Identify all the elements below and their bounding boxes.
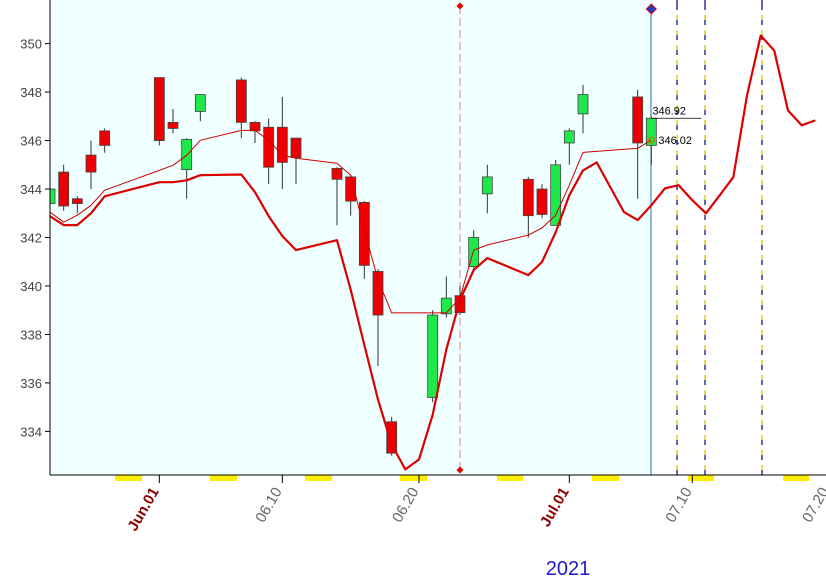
close-label: 346.92 bbox=[652, 105, 686, 117]
candle-body bbox=[454, 295, 466, 314]
current-marker bbox=[645, 3, 657, 15]
candle-body bbox=[50, 188, 56, 204]
candle-body bbox=[522, 178, 534, 217]
y-tick-label: 350 bbox=[20, 37, 42, 52]
y-tick-label: 344 bbox=[20, 182, 42, 197]
candle-body bbox=[58, 171, 70, 207]
candle-body bbox=[632, 96, 644, 144]
candle-body bbox=[468, 237, 480, 267]
candle-body bbox=[71, 198, 83, 204]
candle-body bbox=[235, 79, 247, 123]
y-tick-label: 336 bbox=[20, 376, 42, 391]
line-series bbox=[50, 129, 652, 314]
candle-body bbox=[577, 94, 589, 115]
markers bbox=[456, 0, 763, 475]
candle-body bbox=[167, 121, 179, 129]
plot bbox=[50, 34, 816, 471]
y-tick-label: 340 bbox=[20, 279, 42, 294]
candle-body bbox=[153, 77, 165, 141]
line-series bbox=[50, 34, 816, 471]
candle-body bbox=[290, 137, 302, 158]
candle-body bbox=[249, 121, 261, 132]
y-tick-label: 348 bbox=[20, 85, 42, 100]
candle-body bbox=[358, 201, 370, 266]
candle-body bbox=[99, 130, 111, 146]
candle-body bbox=[194, 94, 206, 112]
candle-body bbox=[440, 297, 452, 315]
x-tick-label: 07.20 bbox=[799, 485, 826, 526]
candle-body bbox=[563, 130, 575, 144]
x-tick-label: 06.20 bbox=[389, 485, 422, 526]
candle-body bbox=[372, 271, 384, 316]
ma-label: 346.02 bbox=[658, 135, 692, 147]
candle-body bbox=[263, 126, 275, 168]
candle-body bbox=[331, 168, 343, 180]
overlay: 346.92 346.02 bbox=[645, 3, 702, 147]
year-label: 2021 bbox=[546, 558, 591, 579]
y-tick-label: 334 bbox=[20, 424, 42, 439]
x-tick-label: Jul.01 bbox=[537, 485, 573, 530]
candle-body bbox=[536, 188, 548, 215]
candle-body bbox=[85, 154, 97, 173]
x-tick-label: 06.10 bbox=[252, 485, 285, 526]
candle-body bbox=[276, 126, 288, 163]
candle-body bbox=[550, 164, 562, 226]
candle-body bbox=[181, 138, 193, 171]
y-tick-label: 342 bbox=[20, 231, 42, 246]
x-tick-label: Jun.01 bbox=[124, 485, 162, 535]
ma-marker bbox=[647, 136, 655, 144]
y-tick-label: 346 bbox=[20, 134, 42, 149]
candle-body bbox=[645, 117, 657, 146]
plot-background bbox=[50, 0, 651, 475]
candle-body bbox=[427, 314, 439, 398]
candle-body bbox=[386, 421, 398, 454]
candle-body bbox=[481, 176, 493, 195]
weekend-markers bbox=[115, 475, 809, 481]
y-tick-label: 338 bbox=[20, 327, 42, 342]
x-tick-label: 07.10 bbox=[662, 485, 695, 526]
